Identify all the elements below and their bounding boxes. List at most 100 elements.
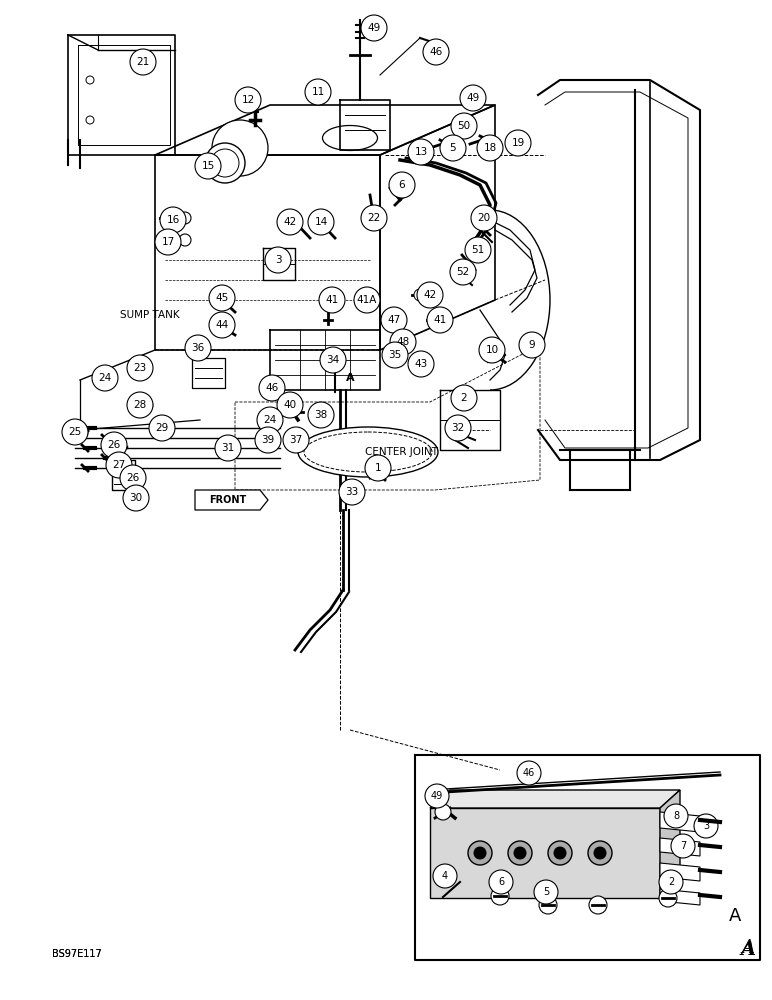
Circle shape bbox=[308, 209, 334, 235]
Text: 38: 38 bbox=[314, 410, 327, 420]
Text: 26: 26 bbox=[127, 473, 140, 483]
Circle shape bbox=[115, 442, 125, 452]
Text: 10: 10 bbox=[486, 345, 499, 355]
Circle shape bbox=[427, 307, 453, 333]
Circle shape bbox=[209, 312, 235, 338]
Text: 41: 41 bbox=[433, 315, 447, 325]
Text: 18: 18 bbox=[483, 143, 496, 153]
Circle shape bbox=[205, 143, 245, 183]
Circle shape bbox=[423, 39, 449, 65]
Circle shape bbox=[86, 116, 94, 124]
Text: 1: 1 bbox=[374, 463, 381, 473]
Circle shape bbox=[130, 49, 156, 75]
Circle shape bbox=[308, 402, 334, 428]
Circle shape bbox=[155, 229, 181, 255]
Circle shape bbox=[594, 847, 606, 859]
Circle shape bbox=[451, 385, 477, 411]
Polygon shape bbox=[660, 838, 700, 856]
Circle shape bbox=[320, 347, 346, 373]
Circle shape bbox=[62, 419, 88, 445]
Circle shape bbox=[209, 285, 235, 311]
Polygon shape bbox=[660, 889, 700, 905]
Text: 11: 11 bbox=[311, 87, 324, 97]
Text: 49: 49 bbox=[466, 93, 479, 103]
Circle shape bbox=[433, 864, 457, 888]
Circle shape bbox=[106, 452, 132, 478]
Text: 48: 48 bbox=[396, 337, 410, 347]
Ellipse shape bbox=[298, 427, 438, 477]
Circle shape bbox=[505, 130, 531, 156]
Text: 13: 13 bbox=[415, 147, 428, 157]
Text: 6: 6 bbox=[498, 877, 504, 887]
Circle shape bbox=[283, 427, 309, 453]
Circle shape bbox=[339, 479, 365, 505]
Circle shape bbox=[127, 355, 153, 381]
Circle shape bbox=[123, 485, 149, 511]
Circle shape bbox=[117, 462, 127, 472]
Ellipse shape bbox=[363, 214, 381, 226]
Circle shape bbox=[361, 15, 387, 41]
Circle shape bbox=[265, 247, 291, 273]
Circle shape bbox=[429, 314, 441, 326]
Circle shape bbox=[361, 205, 387, 231]
Text: 12: 12 bbox=[242, 95, 255, 105]
Circle shape bbox=[389, 172, 415, 198]
Text: 26: 26 bbox=[107, 440, 120, 450]
Circle shape bbox=[305, 79, 331, 105]
Circle shape bbox=[514, 847, 526, 859]
Circle shape bbox=[474, 847, 486, 859]
Circle shape bbox=[319, 287, 345, 313]
Circle shape bbox=[257, 407, 283, 433]
Text: 22: 22 bbox=[367, 213, 381, 223]
Text: FRONT: FRONT bbox=[209, 495, 246, 505]
Text: 39: 39 bbox=[262, 435, 275, 445]
Text: 15: 15 bbox=[201, 161, 215, 171]
Circle shape bbox=[465, 237, 491, 263]
Circle shape bbox=[354, 287, 380, 313]
Text: 49: 49 bbox=[367, 23, 381, 33]
Text: 24: 24 bbox=[98, 373, 112, 383]
Circle shape bbox=[185, 335, 211, 361]
Circle shape bbox=[440, 135, 466, 161]
Text: 24: 24 bbox=[263, 415, 276, 425]
Text: 42: 42 bbox=[283, 217, 296, 227]
Circle shape bbox=[460, 85, 486, 111]
Circle shape bbox=[468, 841, 492, 865]
Text: 2: 2 bbox=[461, 393, 467, 403]
Polygon shape bbox=[660, 863, 700, 881]
Circle shape bbox=[384, 314, 396, 326]
Circle shape bbox=[235, 87, 261, 113]
Text: A: A bbox=[346, 373, 354, 383]
Circle shape bbox=[381, 307, 407, 333]
Circle shape bbox=[86, 76, 94, 84]
Circle shape bbox=[140, 400, 150, 410]
Circle shape bbox=[277, 392, 303, 418]
Circle shape bbox=[659, 870, 683, 894]
Text: 33: 33 bbox=[345, 487, 359, 497]
Text: 9: 9 bbox=[529, 340, 535, 350]
Circle shape bbox=[489, 870, 513, 894]
Text: 45: 45 bbox=[215, 293, 229, 303]
Circle shape bbox=[589, 896, 607, 914]
Text: SUMP TANK: SUMP TANK bbox=[120, 310, 180, 320]
Circle shape bbox=[455, 125, 465, 135]
Text: 3: 3 bbox=[275, 255, 281, 265]
Text: 31: 31 bbox=[222, 443, 235, 453]
Circle shape bbox=[659, 889, 677, 907]
Text: 27: 27 bbox=[113, 460, 126, 470]
Circle shape bbox=[75, 428, 85, 438]
Text: 5: 5 bbox=[449, 143, 456, 153]
Ellipse shape bbox=[323, 125, 378, 150]
Circle shape bbox=[445, 415, 471, 441]
Polygon shape bbox=[195, 490, 268, 510]
Text: 16: 16 bbox=[167, 215, 180, 225]
Text: 23: 23 bbox=[134, 363, 147, 373]
Text: 20: 20 bbox=[477, 213, 490, 223]
Text: 44: 44 bbox=[215, 320, 229, 330]
Circle shape bbox=[664, 804, 688, 828]
Circle shape bbox=[508, 841, 532, 865]
Circle shape bbox=[554, 847, 566, 859]
Circle shape bbox=[435, 804, 451, 820]
Text: 46: 46 bbox=[266, 383, 279, 393]
Polygon shape bbox=[660, 790, 680, 898]
